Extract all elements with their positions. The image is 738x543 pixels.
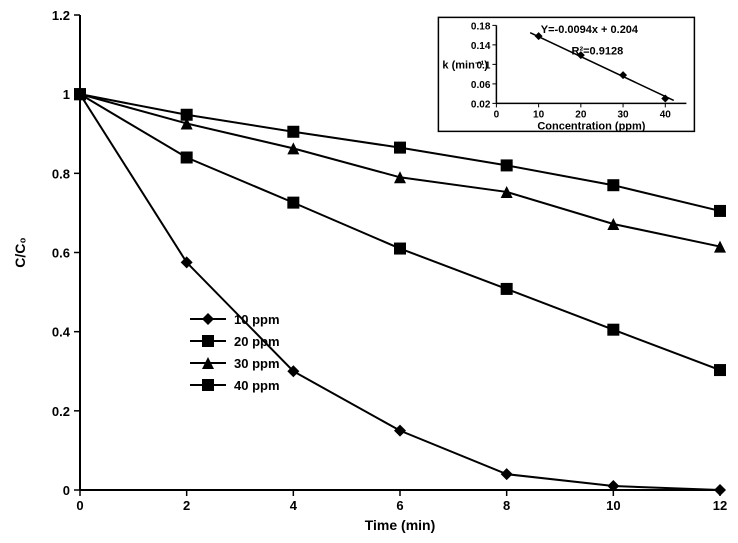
- marker-square: [202, 335, 214, 347]
- series-line: [80, 94, 720, 370]
- inset-x-tick-label: 10: [533, 109, 545, 120]
- x-tick-label: 8: [503, 498, 510, 513]
- y-axis-label: C/C₀: [12, 237, 28, 267]
- inset-x-tick-label: 0: [494, 109, 500, 120]
- x-tick-label: 0: [76, 498, 83, 513]
- inset-fit-line: [530, 33, 674, 101]
- y-tick-label: 0: [63, 483, 70, 498]
- y-tick-label: 1: [63, 87, 70, 102]
- y-tick-label: 0.8: [52, 166, 70, 181]
- marker-square: [394, 243, 406, 255]
- marker-square: [74, 88, 86, 100]
- marker-square: [501, 283, 513, 295]
- inset-y-tick-label: 0.14: [471, 41, 491, 52]
- x-axis-label: Time (min): [365, 517, 436, 533]
- marker-square: [394, 142, 406, 154]
- marker-diamond: [202, 313, 214, 325]
- legend-label: 10 ppm: [234, 312, 280, 327]
- inset-y-tick-label: 0.06: [471, 80, 491, 91]
- inset-y-tick-label: 0.18: [471, 21, 491, 32]
- y-tick-label: 0.4: [52, 325, 71, 340]
- y-tick-label: 1.2: [52, 8, 70, 23]
- marker-square: [287, 126, 299, 138]
- x-tick-label: 12: [713, 498, 727, 513]
- marker-square: [181, 109, 193, 121]
- inset-x-tick-label: 40: [660, 109, 672, 120]
- y-tick-label: 0.2: [52, 404, 70, 419]
- legend-label: 30 ppm: [234, 356, 280, 371]
- chart-container: 0 2 4 6 8 10 12 0 0.2 0.4 0.6 0.8 1 1.2 Time (min) C/C₀…: [0, 0, 738, 543]
- marker-square: [501, 159, 513, 171]
- inset-y-tick-label: 0.02: [471, 99, 491, 110]
- x-tick-label: 10: [606, 498, 620, 513]
- marker-diamond: [501, 468, 513, 480]
- marker-diamond: [714, 484, 726, 496]
- marker-square: [202, 379, 214, 391]
- marker-square: [714, 364, 726, 376]
- inset-x-tick-label: 20: [575, 109, 587, 120]
- y-tick-label: 0.6: [52, 246, 70, 261]
- x-tick-label: 6: [396, 498, 403, 513]
- inset-annotation: Y=-0.0094x + 0.204: [541, 24, 639, 36]
- inset-annotation: R²=0.9128: [572, 46, 624, 58]
- legend-label: 40 ppm: [234, 378, 280, 393]
- x-tick-label: 2: [183, 498, 190, 513]
- legend-label: 20 ppm: [234, 334, 280, 349]
- marker-square: [607, 179, 619, 191]
- inset-y-label: k (min⁻¹): [442, 59, 488, 71]
- inset-x-tick-label: 30: [618, 109, 630, 120]
- figure-svg: 0 2 4 6 8 10 12 0 0.2 0.4 0.6 0.8 1 1.2 Time (min) C/C₀…: [0, 0, 738, 543]
- marker-diamond: [394, 425, 406, 437]
- marker-square: [181, 152, 193, 164]
- x-tick-label: 4: [290, 498, 298, 513]
- inset-x-label: Concentration (ppm): [537, 120, 645, 132]
- marker-square: [287, 197, 299, 209]
- marker-square: [714, 205, 726, 217]
- marker-square: [607, 324, 619, 336]
